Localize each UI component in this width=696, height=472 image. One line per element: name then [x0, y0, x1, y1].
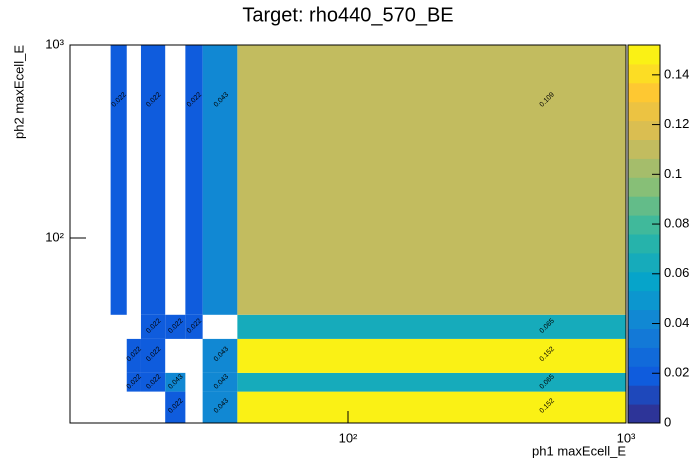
- heatmap-cell: [140, 45, 166, 315]
- heatmap-cell: [237, 45, 626, 315]
- colorbar-band: [628, 252, 660, 273]
- heatmap-cell: [126, 372, 141, 392]
- z-tick-label: 0.02: [664, 365, 689, 380]
- heatmap-cell: [140, 338, 166, 373]
- z-tick-label: 0.1: [664, 166, 682, 181]
- colorbar-band: [628, 63, 660, 84]
- heatmap-cell: [237, 338, 626, 373]
- heatmap-cell: [237, 391, 626, 423]
- colorbar-band: [628, 45, 660, 65]
- x-axis-label: ph1 maxEcell_E: [532, 443, 626, 458]
- colorbar-band: [628, 290, 660, 311]
- heatmap-cell: [165, 314, 186, 339]
- z-tick-label: 0.08: [664, 215, 689, 230]
- y-axis-label: ph2 maxEcell_E: [11, 45, 26, 139]
- z-tick-label: 0.06: [664, 265, 689, 280]
- colorbar-band: [628, 234, 660, 254]
- x-tick-label: 10²: [339, 430, 358, 445]
- y-tick-label: 10²: [45, 229, 64, 244]
- y-tick-label: 10³: [45, 36, 64, 51]
- colorbar-band: [628, 328, 660, 348]
- colorbar-band: [628, 404, 660, 424]
- z-tick-label: 0.04: [664, 315, 689, 330]
- z-tick-label: 0: [664, 414, 671, 429]
- colorbar-band: [628, 139, 660, 159]
- heatmap-cell: [202, 338, 238, 373]
- x-tick-label: 10³: [617, 430, 636, 445]
- colorbar-band: [628, 347, 660, 367]
- colorbar-band: [628, 385, 660, 405]
- colorbar-band: [628, 120, 660, 140]
- heatmap-cell: [110, 45, 127, 315]
- heatmap-cell: [185, 314, 203, 339]
- colorbar-band: [628, 271, 660, 292]
- colorbar-band: [628, 309, 660, 329]
- heatmap-cell: [202, 372, 238, 392]
- heatmap-cell: [165, 391, 186, 423]
- heatmap-cell: [202, 391, 238, 423]
- heatmap-cell: [126, 338, 141, 373]
- colorbar-band: [628, 82, 660, 103]
- colorbar-band: [628, 101, 660, 122]
- colorbar-band: [628, 196, 660, 216]
- colorbar-band: [628, 215, 660, 235]
- chart-title: Target: rho440_570_BE: [242, 4, 453, 26]
- heatmap-cell: [165, 372, 186, 392]
- colorbar-frame: [627, 44, 661, 424]
- heatmap-cell: [185, 45, 203, 315]
- heatmap-cell: [140, 372, 166, 392]
- colorbar-band: [628, 177, 660, 197]
- heatmap-cell: [140, 314, 166, 339]
- z-tick-label: 0.12: [664, 116, 689, 131]
- colorbar-band: [628, 158, 660, 178]
- heatmap-cell: [202, 45, 238, 315]
- heatmap-cell: [237, 314, 626, 339]
- colorbar-band: [628, 366, 660, 386]
- z-tick-label: 0.14: [664, 66, 689, 81]
- heatmap-cell: [237, 372, 626, 392]
